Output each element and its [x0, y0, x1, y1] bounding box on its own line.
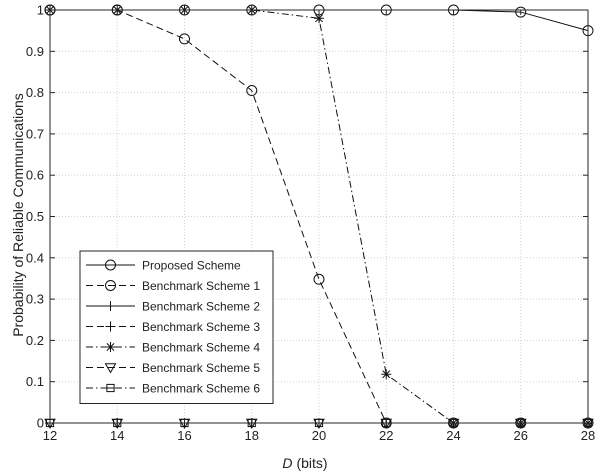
- legend-label: Benchmark Scheme 4: [142, 341, 260, 355]
- y-tick-label: 1: [37, 3, 44, 18]
- x-tick-label: 16: [177, 428, 191, 443]
- x-tick-label: 26: [514, 428, 528, 443]
- legend-label: Benchmark Scheme 2: [142, 300, 260, 314]
- y-tick-label: 0.3: [26, 292, 44, 307]
- x-axis-label: D (bits): [282, 455, 327, 471]
- legend-marker: [105, 342, 116, 352]
- legend-item: Benchmark Scheme 2: [86, 300, 260, 314]
- legend-marker: [105, 259, 116, 271]
- y-tick-label: 0.5: [26, 209, 44, 224]
- legend-box: [79, 250, 274, 404]
- y-tick-label: 0.6: [26, 168, 44, 183]
- legend-item: Benchmark Scheme 3: [86, 320, 260, 334]
- data-point: [246, 85, 258, 97]
- x-tick-label: 22: [379, 428, 393, 443]
- x-tick-label: 20: [312, 428, 326, 443]
- legend-label: Benchmark Scheme 6: [142, 382, 260, 396]
- y-tick-label: 0.7: [26, 126, 44, 141]
- y-tick-label: 0.4: [26, 250, 44, 265]
- ticks: 12 14 16 18 20 22 24 26 28 0 0.1 0.2 0.3 0.4 0.5 0.6 0.7…: [26, 3, 595, 444]
- y-tick-label: 0.2: [26, 333, 44, 348]
- legend-label: Benchmark Scheme 5: [142, 361, 260, 375]
- x-tick-label: 12: [43, 428, 57, 443]
- legend-item: Proposed Scheme: [86, 259, 241, 273]
- y-axis-label: Probability of Reliable Communications: [10, 93, 26, 337]
- y-tick-label: 0.9: [26, 44, 44, 59]
- x-tick-label: 24: [446, 428, 460, 443]
- data-point: [313, 273, 325, 285]
- legend-marker: [105, 280, 116, 291]
- legend-marker: [104, 363, 117, 374]
- legend-item: Benchmark Scheme 1: [86, 279, 260, 293]
- legend-label: Benchmark Scheme 1: [142, 279, 260, 293]
- legend-marker: [105, 301, 116, 311]
- data-point: [179, 33, 190, 45]
- x-tick-label: 28: [581, 428, 595, 443]
- legend: Proposed Scheme Benchmark Scheme 1 Benchma…: [79, 250, 274, 404]
- data-point: [381, 369, 392, 380]
- x-axis-variable: D: [282, 455, 292, 471]
- y-tick-label: 0: [37, 416, 44, 431]
- legend-marker: [105, 321, 116, 332]
- x-axis-unit: (bits): [296, 455, 327, 471]
- data-point: [314, 13, 324, 24]
- legend-item: Benchmark Scheme 4: [86, 341, 260, 355]
- x-tick-label: 14: [110, 428, 124, 443]
- y-tick-label: 0.8: [26, 85, 44, 100]
- legend-label: Proposed Scheme: [142, 259, 241, 273]
- legend-label: Benchmark Scheme 3: [142, 320, 260, 334]
- legend-item: Benchmark Scheme 5: [86, 361, 260, 375]
- data-point: [515, 6, 527, 18]
- x-tick-label: 18: [245, 428, 259, 443]
- y-tick-label: 0.1: [26, 374, 44, 389]
- legend-item: Benchmark Scheme 6: [86, 382, 260, 396]
